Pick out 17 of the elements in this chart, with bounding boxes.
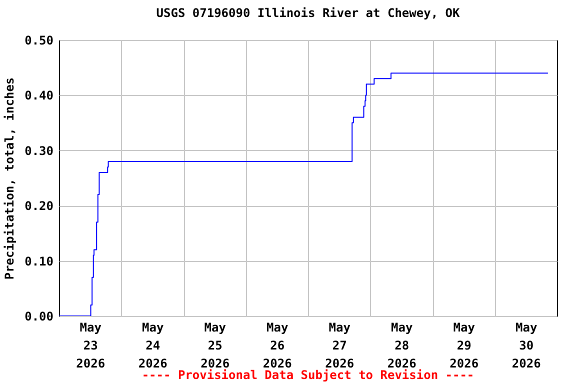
y-tick-label: 0.00 [24,310,54,324]
x-tick-label: May 27 2026 [325,320,354,370]
x-tick-label: May 28 2026 [387,320,416,370]
x-tick-label: May 29 2026 [450,320,479,370]
y-tick-label: 0.30 [24,144,54,158]
x-tick-label: May 25 2026 [200,320,230,370]
text: ---- Provisional Data Subject to Revision ---- [142,368,474,382]
y-axis-title: Precipitation, total, inches [2,77,17,280]
x-tick-label: May 30 2026 [512,320,541,370]
y-tick-label: 0.40 [24,88,54,103]
x-tick-label: May 23 2026 [76,320,106,370]
x-tick-label: May 26 2026 [262,320,292,370]
y-tick-label: 0.20 [24,199,54,214]
x-tick-label: May 24 2026 [138,320,168,370]
y-tick-label: 0.10 [24,254,54,268]
chart-title: USGS 07196090 Illinois River at Chewey, OK [156,6,460,20]
y-tick-label: 0.50 [24,34,54,48]
